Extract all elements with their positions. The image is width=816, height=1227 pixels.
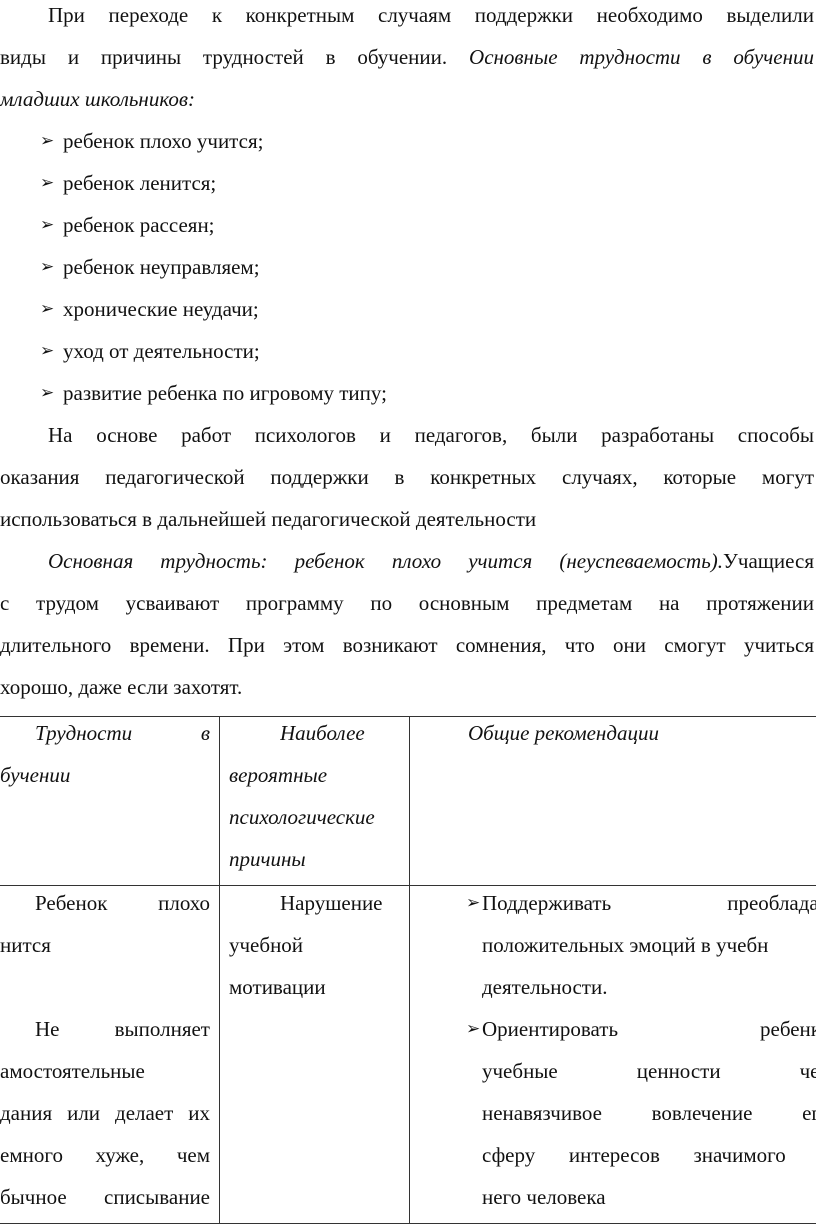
paragraph-line: Основная трудность: ребенок плохо учится… bbox=[48, 540, 814, 582]
difficulty-cell-line: Ребенок плохо bbox=[35, 891, 210, 915]
recommendation-cell-line: сферу интересов значимого д bbox=[482, 1143, 816, 1167]
arrowhead-bullet-icon: ➢ bbox=[40, 299, 55, 318]
list-item: ребенок рассеян; bbox=[63, 213, 215, 237]
arrowhead-bullet-icon: ➢ bbox=[40, 341, 55, 360]
cause-cell-line: Нарушение bbox=[280, 891, 383, 915]
table-border bbox=[0, 1223, 816, 1224]
list-item: хронические неудачи; bbox=[63, 297, 259, 321]
table-header-cell-line: Трудности в bbox=[35, 721, 210, 745]
cause-cell-line: мотивации bbox=[229, 975, 326, 999]
table-header-cell-line: причины bbox=[229, 847, 306, 871]
arrowhead-bullet-icon: ➢ bbox=[40, 215, 55, 234]
recommendation-cell-line: него человека bbox=[482, 1185, 606, 1209]
paragraph-line: младших школьников: bbox=[0, 78, 814, 120]
list-item: ребенок плохо учится; bbox=[63, 129, 264, 153]
difficulty-cell-line bbox=[0, 966, 210, 1008]
paragraph-line: виды и причины трудностей в обучении. Ос… bbox=[0, 36, 814, 78]
recommendation-cell-line: деятельности. bbox=[482, 975, 608, 999]
text-segment: На основе работ психологов и педагогов, … bbox=[48, 423, 814, 447]
difficulty-cell-line: нится bbox=[0, 933, 51, 957]
table-header-cell-line: бучении bbox=[0, 763, 71, 787]
arrowhead-bullet-icon: ➢ bbox=[40, 131, 55, 150]
recommendation-cell-line: Ориентировать ребенка bbox=[482, 1017, 816, 1041]
difficulty-cell-line: амостоятельные bbox=[0, 1059, 145, 1083]
text-segment: Основная трудность: ребенок плохо учится… bbox=[48, 549, 724, 573]
recommendation-cell-line: ненавязчивое вовлечение его bbox=[482, 1101, 816, 1125]
paragraph-line: хорошо, даже если захотят. bbox=[0, 666, 814, 708]
table-border bbox=[0, 716, 816, 717]
paragraph-line: использоваться в дальнейшей педагогическ… bbox=[0, 498, 814, 540]
cause-cell-line: учебной bbox=[229, 933, 304, 957]
paragraph-line: с трудом усваивают программу по основным… bbox=[0, 582, 814, 624]
text-segment: хорошо, даже если захотят. bbox=[0, 675, 243, 699]
table-header-cell-line: психологические bbox=[229, 805, 375, 829]
table-border bbox=[0, 885, 816, 886]
list-item: ребенок неуправляем; bbox=[63, 255, 260, 279]
arrowhead-bullet-icon: ➢ bbox=[466, 893, 481, 912]
list-item: развитие ребенка по игровому типу; bbox=[63, 381, 387, 405]
text-segment: виды и причины трудностей в обучении. bbox=[0, 45, 470, 69]
difficulty-cell-line: емного хуже, чем bbox=[0, 1143, 210, 1167]
paragraph-line: На основе работ психологов и педагогов, … bbox=[48, 414, 814, 456]
difficulty-cell-line: бычное списывание bbox=[0, 1185, 210, 1209]
table-border bbox=[409, 716, 410, 1224]
table-header-cell-line: Общие рекомендации bbox=[468, 721, 659, 745]
text-segment: Основные трудности в обучении bbox=[469, 45, 814, 69]
difficulty-cell-line: дания или делает их bbox=[0, 1101, 210, 1125]
paragraph-line: оказания педагогической поддержки в конк… bbox=[0, 456, 814, 498]
text-segment: длительного времени. При этом возникают … bbox=[0, 633, 814, 657]
text-segment: с трудом усваивают программу по основным… bbox=[0, 591, 814, 615]
paragraph-line: При переходе к конкретным случаям поддер… bbox=[48, 0, 814, 36]
text-segment: использоваться в дальнейшей педагогическ… bbox=[0, 507, 537, 531]
text-segment: оказания педагогической поддержки в конк… bbox=[0, 465, 814, 489]
recommendation-cell-line: Поддерживать преобладан bbox=[482, 891, 816, 915]
table-header-cell-line: вероятные bbox=[229, 763, 328, 787]
text-segment: Учащиеся bbox=[723, 549, 814, 573]
arrowhead-bullet-icon: ➢ bbox=[40, 173, 55, 192]
arrowhead-bullet-icon: ➢ bbox=[40, 257, 55, 276]
paragraph-line: длительного времени. При этом возникают … bbox=[0, 624, 814, 666]
text-segment: При переходе к конкретным случаям поддер… bbox=[48, 3, 814, 27]
table-border bbox=[219, 716, 220, 1224]
list-item: ребенок ленится; bbox=[63, 171, 217, 195]
text-segment: младших школьников: bbox=[0, 87, 195, 111]
difficulty-cell-line: Не выполняет bbox=[35, 1017, 210, 1041]
recommendation-cell-line: положительных эмоций в учебн bbox=[482, 933, 769, 957]
arrowhead-bullet-icon: ➢ bbox=[40, 383, 55, 402]
recommendation-cell-line: учебные ценности чер bbox=[482, 1059, 816, 1083]
arrowhead-bullet-icon: ➢ bbox=[466, 1019, 481, 1038]
table-header-cell-line: Наиболее bbox=[280, 721, 365, 745]
list-item: уход от деятельности; bbox=[63, 339, 260, 363]
